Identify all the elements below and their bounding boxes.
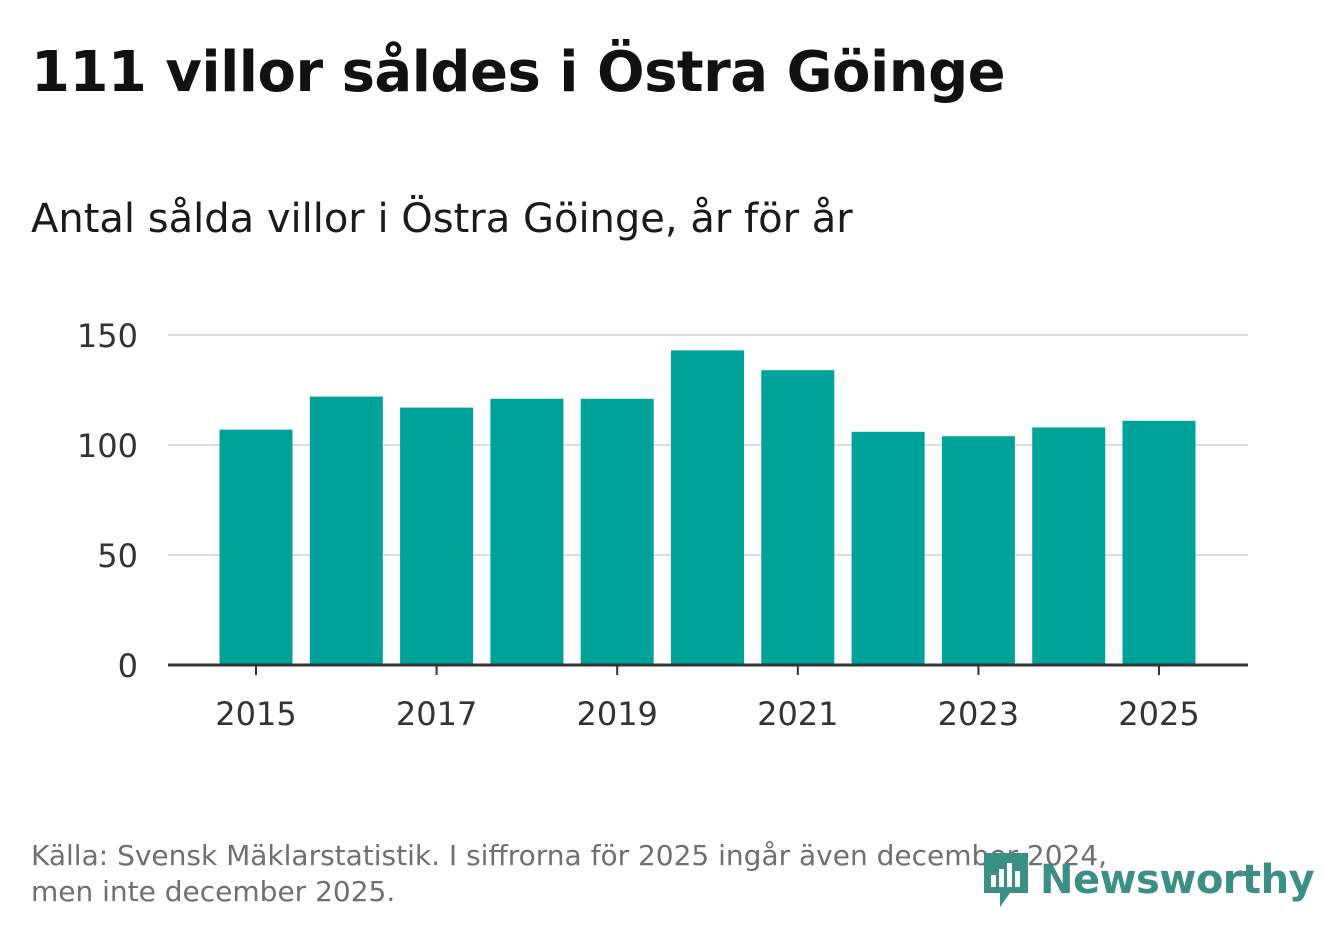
brand-logo: Newsworthy	[980, 848, 1315, 912]
tick-labels: 0 50 100 150 2015 2017 2019 2021 2023 2025	[77, 317, 1200, 733]
bar-2018	[490, 398, 564, 665]
y-tick-label-0: 0	[118, 647, 138, 685]
x-tick-label-2021: 2021	[757, 695, 838, 733]
bar-2022	[851, 431, 925, 665]
bar-2016	[309, 396, 383, 665]
axes	[168, 663, 1248, 675]
bar-2019	[580, 398, 654, 665]
newsworthy-logo-icon	[984, 853, 1028, 907]
bar-2025	[1122, 420, 1196, 665]
x-tick-label-2019: 2019	[576, 695, 657, 733]
y-tick-label-100: 100	[77, 427, 138, 465]
bar-2023	[941, 436, 1015, 665]
bar-2024	[1032, 427, 1106, 665]
y-tick-label-50: 50	[97, 537, 138, 575]
x-tick-label-2015: 2015	[215, 695, 296, 733]
x-tick-label-2025: 2025	[1118, 695, 1199, 733]
source-line-2: men inte december 2025.	[31, 875, 396, 908]
x-tick-label-2023: 2023	[938, 695, 1019, 733]
bar-2015	[219, 429, 293, 665]
brand-name: Newsworthy	[1040, 857, 1315, 903]
source-note: Källa: Svensk Mäklarstatistik. I siffror…	[31, 838, 1231, 910]
bar-2017	[400, 407, 474, 665]
y-tick-label-150: 150	[77, 317, 138, 355]
chart-subtitle: Antal sålda villor i Östra Göinge, år fö…	[31, 196, 853, 242]
bars	[219, 350, 1196, 665]
x-tick-label-2017: 2017	[396, 695, 477, 733]
source-line-1: Källa: Svensk Mäklarstatistik. I siffror…	[31, 839, 1108, 872]
bar-chart: 0 50 100 150 2015 2017 2019 2021 2023 2025	[77, 317, 1248, 733]
chart-title: 111 villor såldes i Östra Göinge	[31, 40, 1006, 105]
bar-2020	[671, 350, 744, 665]
bar-2021	[761, 370, 835, 665]
